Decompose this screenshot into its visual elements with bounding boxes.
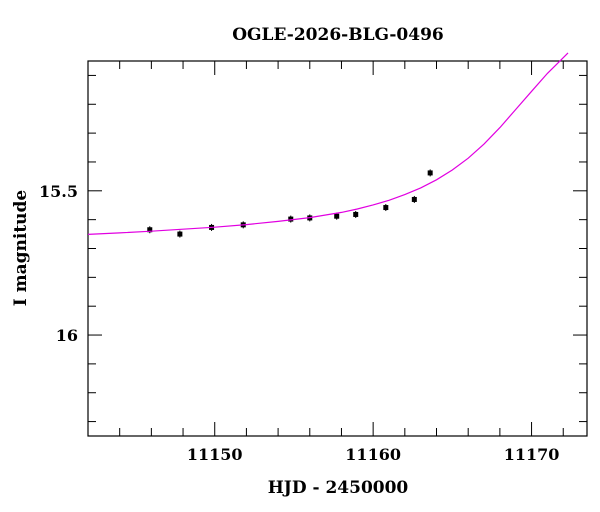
x-tick-label: 11160 (345, 445, 401, 464)
data-point (334, 213, 340, 219)
model-curve (87, 52, 569, 235)
axis-ticks (87, 61, 587, 436)
y-tick-labels: 15.5 16 (39, 182, 78, 345)
series-layer (87, 52, 569, 238)
data-point (383, 205, 389, 211)
x-axis-label: HJD - 2450000 (268, 478, 409, 498)
data-point (147, 227, 153, 233)
x-tick-labels: 11150 11160 11170 (187, 445, 559, 464)
plot-area (87, 60, 588, 437)
data-point (288, 216, 294, 222)
data-point (427, 170, 433, 176)
y-axis-label: I magnitude (11, 190, 31, 307)
x-tick-label: 11170 (504, 445, 560, 464)
plot-border (87, 60, 588, 437)
y-tick-label: 16 (56, 326, 78, 345)
data-point (177, 231, 183, 237)
data-point (353, 211, 359, 217)
x-tick-label: 11150 (187, 445, 243, 464)
chart-title: OGLE-2026-BLG-0496 (232, 25, 444, 45)
y-tick-label: 15.5 (39, 182, 78, 201)
data-point (411, 196, 417, 202)
